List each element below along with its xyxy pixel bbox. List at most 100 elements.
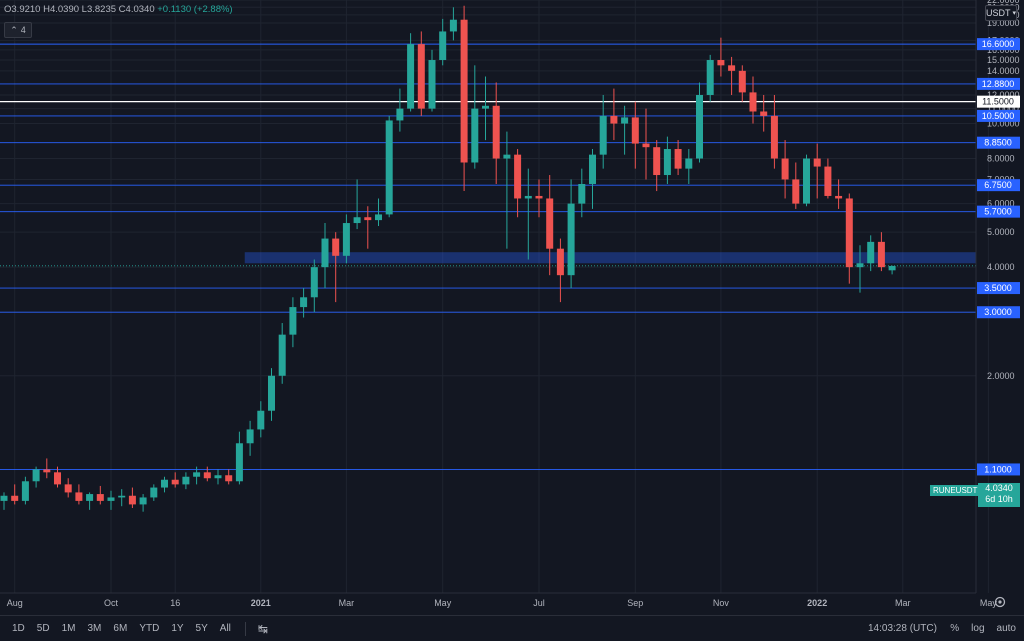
timeframe-1y[interactable]: 1Y [171, 623, 184, 634]
candle-body [96, 494, 104, 501]
ohlc-legend: O3.9210 H4.0390 L3.8235 C4.0340 +0.1130 … [4, 4, 233, 15]
candle-body [342, 223, 350, 256]
candle-body [877, 241, 885, 268]
candle-body [75, 492, 83, 501]
candle-body [631, 117, 639, 144]
indicators-toggle[interactable]: ⌃ 4 [4, 22, 32, 38]
level-tags: 16.6000 12.8800 11.5000 10.5000 8.8500 6.7500… [977, 38, 1020, 476]
candle-body [396, 108, 404, 121]
time-axis[interactable]: Aug Oct 16 2021 Mar May Jul Sep Nov 2022 Mar May [7, 598, 998, 608]
time-tick-label: Mar [895, 598, 911, 608]
candle-body [21, 481, 29, 501]
time-tick-label: Jul [533, 598, 545, 608]
candle-body [781, 158, 789, 180]
candle-body [321, 238, 329, 268]
level-tag-label: 5.7000 [984, 207, 1012, 217]
candle-body [32, 469, 40, 482]
candle-body [64, 484, 72, 493]
timeframe-5d[interactable]: 5D [36, 623, 50, 634]
candle-body [642, 143, 650, 148]
bottom-toolbar: 1D 5D 1M 3M 6M YTD 1Y 5Y All ↹ 14:03:28 … [0, 615, 1024, 641]
candle-body [514, 154, 522, 199]
price-tick-label: 14.0000 [987, 66, 1020, 76]
timeframe-6m[interactable]: 6M [113, 623, 128, 634]
time-tick-label: Nov [713, 598, 730, 608]
candle-body [589, 154, 596, 184]
level-tag-box [977, 109, 1020, 122]
chart-grid [0, 0, 989, 593]
level-tag-label: 16.6000 [982, 39, 1015, 49]
candle-body [300, 297, 308, 308]
timeframe-1d[interactable]: 1D [12, 623, 25, 634]
high-label: H [43, 4, 50, 15]
level-tag-label: 3.0000 [984, 307, 1012, 317]
candle-body [375, 214, 382, 221]
candle-body [888, 265, 896, 271]
level-tag-label: 1.1000 [984, 464, 1012, 474]
level-tag-box [977, 77, 1020, 90]
percent-toggle[interactable]: % [950, 623, 960, 634]
time-tick-label: 2021 [251, 598, 271, 608]
time-tick-label: Aug [7, 598, 23, 608]
clock[interactable]: 14:03:28 (UTC) [868, 623, 937, 634]
candle-body [449, 19, 457, 32]
symbol-tag: RUNEUSDT [930, 484, 981, 496]
level-tag-box [977, 179, 1020, 192]
level-tag-label: 6.7500 [984, 180, 1012, 190]
timeframe-5y[interactable]: 5Y [195, 623, 208, 634]
candle-body [696, 94, 703, 159]
candle-body [792, 179, 800, 204]
candle-body [524, 195, 532, 199]
settings-icon[interactable] [994, 596, 1006, 608]
level-tag-box [977, 95, 1020, 108]
candle-body [214, 475, 222, 479]
candle-body [428, 60, 436, 109]
indicator-count: 4 [20, 25, 26, 35]
candle-body [257, 410, 265, 430]
last-price-box: 4.0340 6d 10h [978, 483, 1020, 507]
candle-body [364, 217, 372, 221]
candle-body [567, 203, 575, 276]
level-tag-box [977, 38, 1020, 51]
candle-body [535, 195, 543, 199]
candle-body [749, 92, 757, 112]
log-toggle[interactable]: log [971, 623, 985, 634]
price-levels [0, 43, 976, 470]
support-zone-band [244, 252, 976, 264]
currency-label: USDT [986, 8, 1011, 18]
timeframe-ytd[interactable]: YTD [139, 623, 160, 634]
time-tick-label: Mar [339, 598, 355, 608]
candle-body [760, 111, 768, 116]
time-tick-label: Sep [627, 598, 643, 608]
level-tag-label: 10.5000 [982, 111, 1015, 121]
candle-body [246, 429, 254, 444]
candle-body [813, 158, 821, 167]
candle-body [150, 487, 158, 498]
candle-body [803, 158, 810, 204]
price-tick-label: 10.0000 [987, 119, 1020, 129]
price-tick-label: 15.0000 [987, 55, 1020, 65]
level-tag-label: 12.8800 [982, 79, 1015, 89]
level-tag-box [977, 282, 1020, 295]
timeframe-all[interactable]: All [219, 623, 231, 634]
last-price: 4.0340 [985, 483, 1013, 493]
timeframe-1m[interactable]: 1M [61, 623, 76, 634]
auto-toggle[interactable]: auto [996, 623, 1016, 634]
price-tick-label: 8.0000 [987, 154, 1015, 164]
level-tag-box [977, 205, 1020, 218]
open-label: O [4, 4, 12, 15]
candle-body [0, 495, 8, 501]
price-tick-label: 12.0000 [987, 90, 1020, 100]
time-tick-label: Oct [104, 598, 119, 608]
candles [0, 5, 896, 512]
date-range-icon[interactable]: ↹ [257, 621, 268, 636]
timeframe-3m[interactable]: 3M [87, 623, 102, 634]
candle-body [460, 19, 468, 163]
candle-body [835, 195, 843, 199]
candle-body [139, 497, 147, 505]
price-tick-label: 11.0000 [987, 104, 1019, 114]
currency-selector[interactable]: USDT ▾ [985, 5, 1017, 21]
candle-body [235, 443, 243, 482]
candle-body [439, 31, 447, 61]
